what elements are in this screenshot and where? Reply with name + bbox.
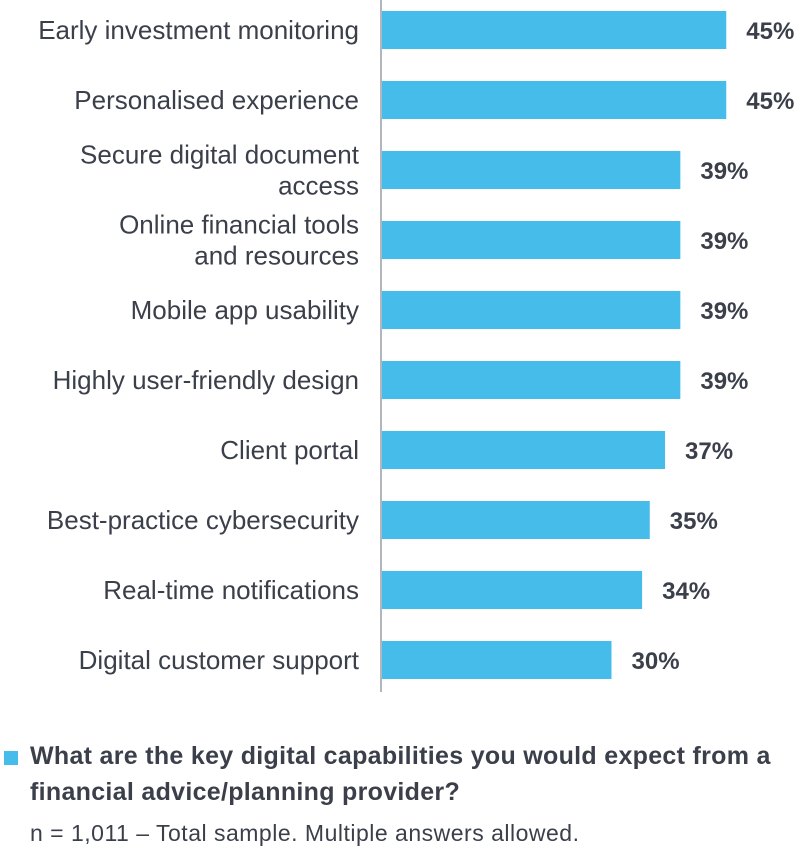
chart-question-title: What are the key digital capabilities yo… (30, 742, 771, 806)
value-label-4: 39% (700, 228, 748, 255)
category-label-7: Client portal (220, 435, 359, 465)
bar-4 (382, 221, 681, 259)
category-label-5: Mobile app usability (131, 295, 359, 325)
category-label-10: Digital customer support (79, 645, 360, 675)
value-label-3: 39% (700, 158, 748, 185)
value-label-2: 45% (746, 88, 794, 115)
category-labels-group: Early investment monitoring Personalised … (38, 15, 360, 675)
value-label-6: 39% (700, 368, 748, 395)
category-label-2: Personalised experience (74, 85, 359, 115)
value-label-5: 39% (700, 298, 748, 325)
category-label-9: Real-time notifications (103, 575, 359, 605)
bar-8 (382, 501, 650, 539)
bar-1 (382, 11, 727, 49)
bar-7 (382, 431, 666, 469)
bar-5 (382, 291, 681, 329)
bars-group (382, 11, 727, 679)
bar-2 (382, 81, 727, 119)
value-labels-group: 45% 45% 39% 39% 39% 39% 37% 35% 34% 30% (632, 18, 795, 675)
sample-note: n = 1,011 – Total sample. Multiple answe… (30, 820, 580, 846)
value-label-10: 30% (632, 648, 680, 675)
category-label-1: Early investment monitoring (38, 15, 359, 45)
legend-square-marker (4, 751, 18, 765)
value-label-1: 45% (746, 18, 794, 45)
category-label-3: Secure digital document access (80, 140, 360, 201)
bar-chart: Early investment monitoring Personalised … (38, 0, 795, 692)
category-label-4: Online financial tools and resources (119, 210, 359, 271)
value-label-8: 35% (670, 508, 718, 535)
bar-9 (382, 571, 643, 609)
value-label-9: 34% (662, 578, 710, 605)
category-label-6: Highly user-friendly design (53, 365, 359, 395)
bar-3 (382, 151, 681, 189)
value-label-7: 37% (685, 438, 733, 465)
bar-10 (382, 641, 612, 679)
bar-6 (382, 361, 681, 399)
category-label-8: Best-practice cybersecurity (47, 505, 359, 535)
